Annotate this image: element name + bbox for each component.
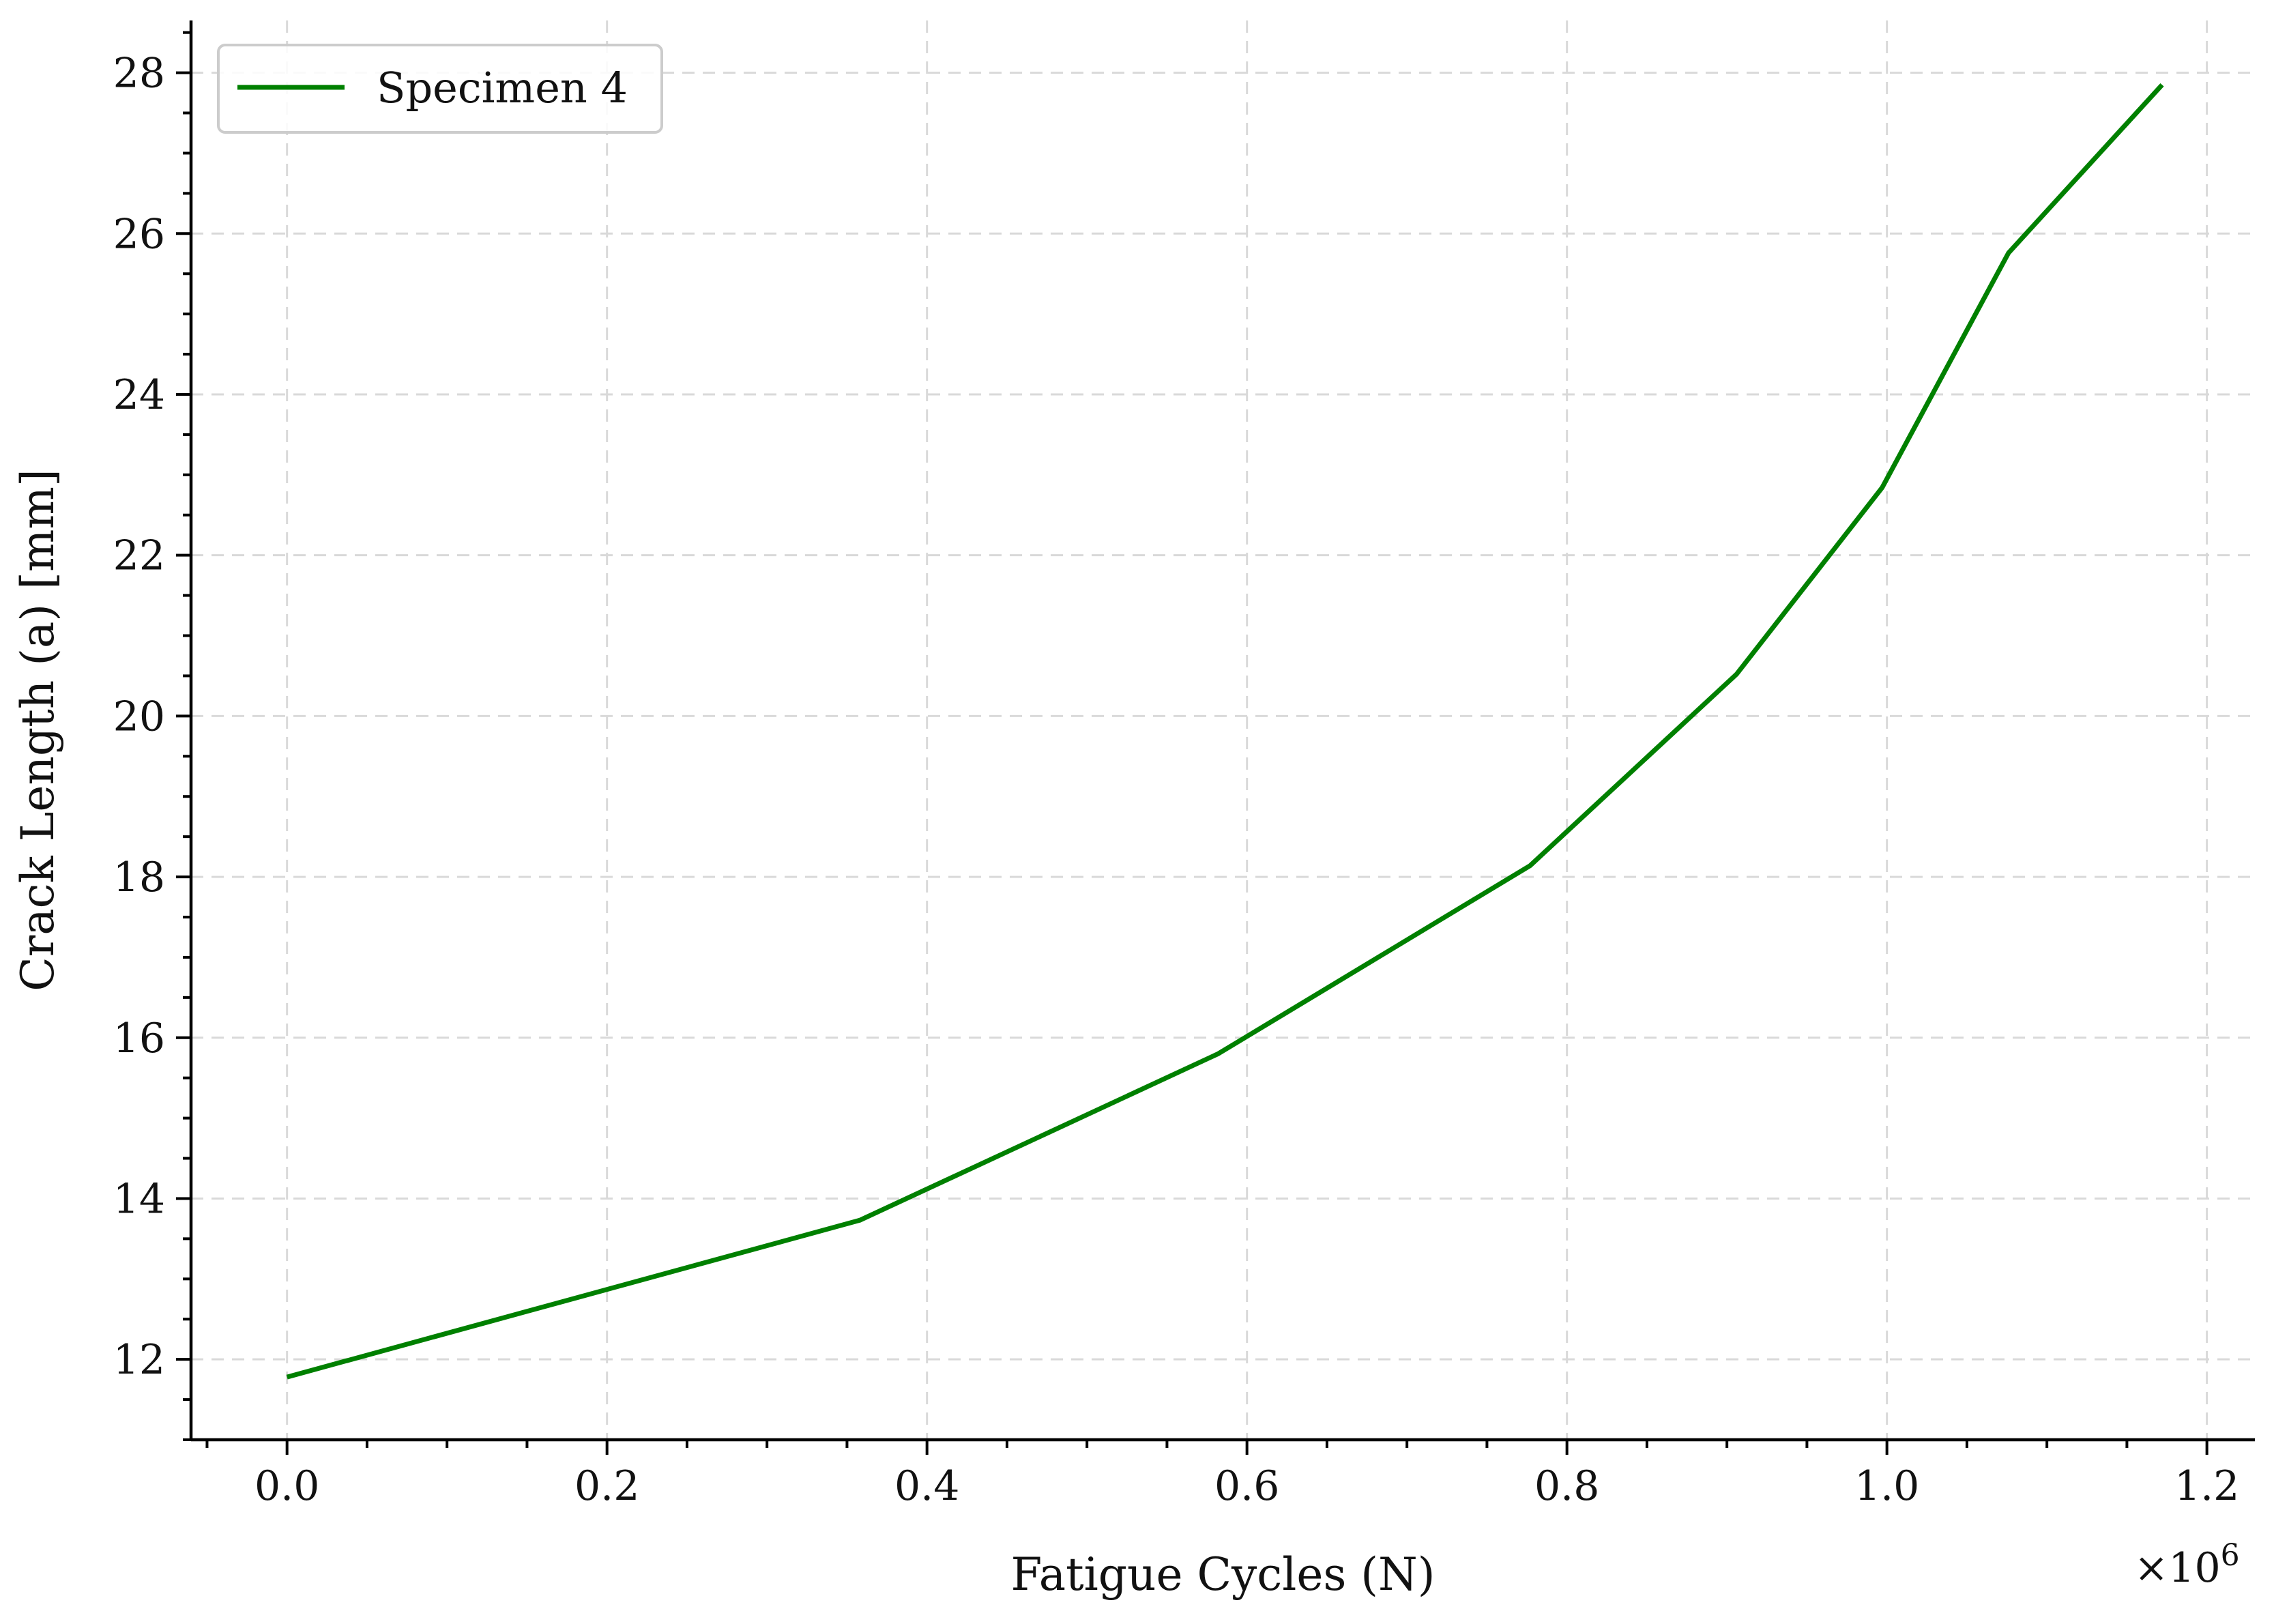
grid-lines: [191, 20, 2255, 1440]
series-layer: [286, 83, 2164, 1380]
legend-box: [217, 44, 663, 134]
y-tick-label: 22: [113, 532, 165, 580]
x-tick-label: 1.0: [1854, 1462, 1919, 1510]
x-axis-multiplier: ×106: [2134, 1538, 2240, 1592]
x-tick-label: 1.2: [2174, 1462, 2239, 1510]
x-tick-label: 0.0: [254, 1462, 319, 1510]
y-axis-title: Crack Length (a) [mm]: [12, 469, 64, 991]
legend: Specimen 4: [217, 44, 663, 134]
legend-label: Specimen 4: [377, 63, 628, 113]
y-tick-label: 18: [113, 854, 165, 901]
x-tick-label: 0.4: [894, 1462, 959, 1510]
y-tick-label: 24: [113, 371, 165, 419]
x-tick-label: 0.6: [1214, 1462, 1279, 1510]
y-tick-label: 20: [113, 693, 165, 740]
y-tick-label: 16: [113, 1015, 165, 1062]
ticks: 0.0 0.2 0.4 0.6 0.8 1.0 1.2 12 14 16 18 20 22 24 26 28: [113, 31, 2239, 1510]
y-tick-label: 26: [113, 210, 165, 258]
x-axis-title: Fatigue Cycles (N): [1010, 1548, 1435, 1601]
y-tick-label: 28: [113, 50, 165, 98]
x-tick-label: 0.2: [574, 1462, 639, 1510]
x-axis-multiplier-exponent: 6: [2221, 1538, 2240, 1573]
x-axis-multiplier-base: ×10: [2134, 1544, 2221, 1592]
x-tick-label: 0.8: [1534, 1462, 1599, 1510]
axes: [189, 20, 2255, 1442]
series-line: [286, 83, 2164, 1380]
y-tick-label: 14: [113, 1175, 165, 1223]
y-tick-label: 12: [113, 1336, 165, 1384]
